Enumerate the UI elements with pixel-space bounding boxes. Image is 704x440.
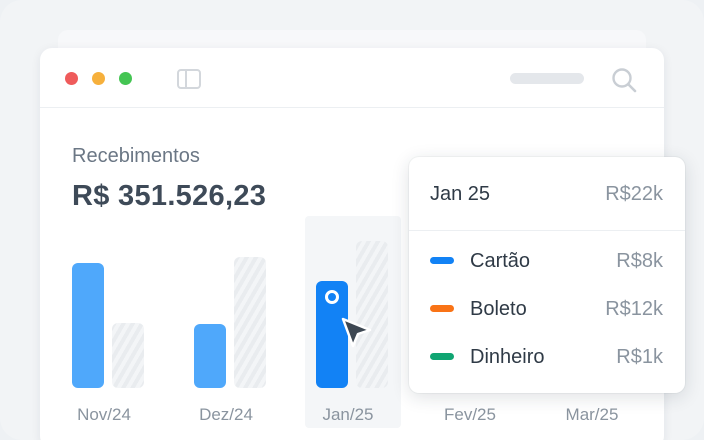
tooltip-row-cartao: Cartão R$8k bbox=[409, 247, 685, 277]
sidebar-toggle-icon[interactable] bbox=[177, 69, 201, 89]
minimize-window-button[interactable] bbox=[92, 72, 105, 85]
tooltip-item-value: R$8k bbox=[616, 250, 663, 272]
summary-total: R$ 351.526,23 bbox=[72, 180, 267, 212]
search-bar[interactable] bbox=[510, 73, 584, 84]
bar-nov-24-secondary[interactable] bbox=[112, 323, 144, 388]
tooltip-month: Jan 25 bbox=[430, 183, 491, 205]
bar-nov-24-primary[interactable] bbox=[72, 263, 104, 388]
x-axis-tick-label: Mar/25 bbox=[565, 405, 619, 424]
tooltip-row-dinheiro: Dinheiro R$1k bbox=[409, 343, 685, 373]
tooltip-item-name: Dinheiro bbox=[470, 346, 545, 368]
window-titlebar bbox=[40, 48, 664, 108]
tooltip-item-name: Cartão bbox=[470, 250, 531, 272]
legend-swatch-cartao bbox=[430, 257, 454, 264]
x-axis-tick-label: Nov/24 bbox=[77, 405, 131, 424]
maximize-window-button[interactable] bbox=[119, 72, 132, 85]
close-window-button[interactable] bbox=[65, 72, 78, 85]
cursor-icon bbox=[341, 317, 372, 348]
tooltip-header: Jan 25 R$22k bbox=[409, 157, 685, 231]
tooltip-item-value: R$12k bbox=[605, 298, 663, 320]
tooltip-item-name: Boleto bbox=[470, 298, 527, 320]
x-axis-tick-label: Fev/25 bbox=[444, 405, 496, 424]
legend-swatch-dinheiro bbox=[430, 353, 454, 360]
x-axis-tick-label: Dez/24 bbox=[199, 405, 253, 424]
bar-dez-24-secondary[interactable] bbox=[234, 257, 266, 388]
tooltip-total: R$22k bbox=[605, 183, 663, 205]
x-axis-tick-label: Jan/25 bbox=[322, 405, 374, 424]
bar-jan-25-secondary[interactable] bbox=[356, 241, 388, 388]
tooltip-row-boleto: Boleto R$12k bbox=[409, 295, 685, 325]
legend-swatch-boleto bbox=[430, 305, 454, 312]
chart-tooltip: Jan 25 R$22k Cartão R$8k Boleto R$12k Di… bbox=[409, 157, 685, 393]
summary-label: Recebimentos bbox=[72, 145, 200, 167]
bar-dez-24-primary[interactable] bbox=[194, 324, 226, 388]
selected-bar-marker bbox=[325, 290, 339, 304]
tooltip-item-value: R$1k bbox=[616, 346, 663, 368]
search-icon[interactable] bbox=[610, 66, 638, 94]
